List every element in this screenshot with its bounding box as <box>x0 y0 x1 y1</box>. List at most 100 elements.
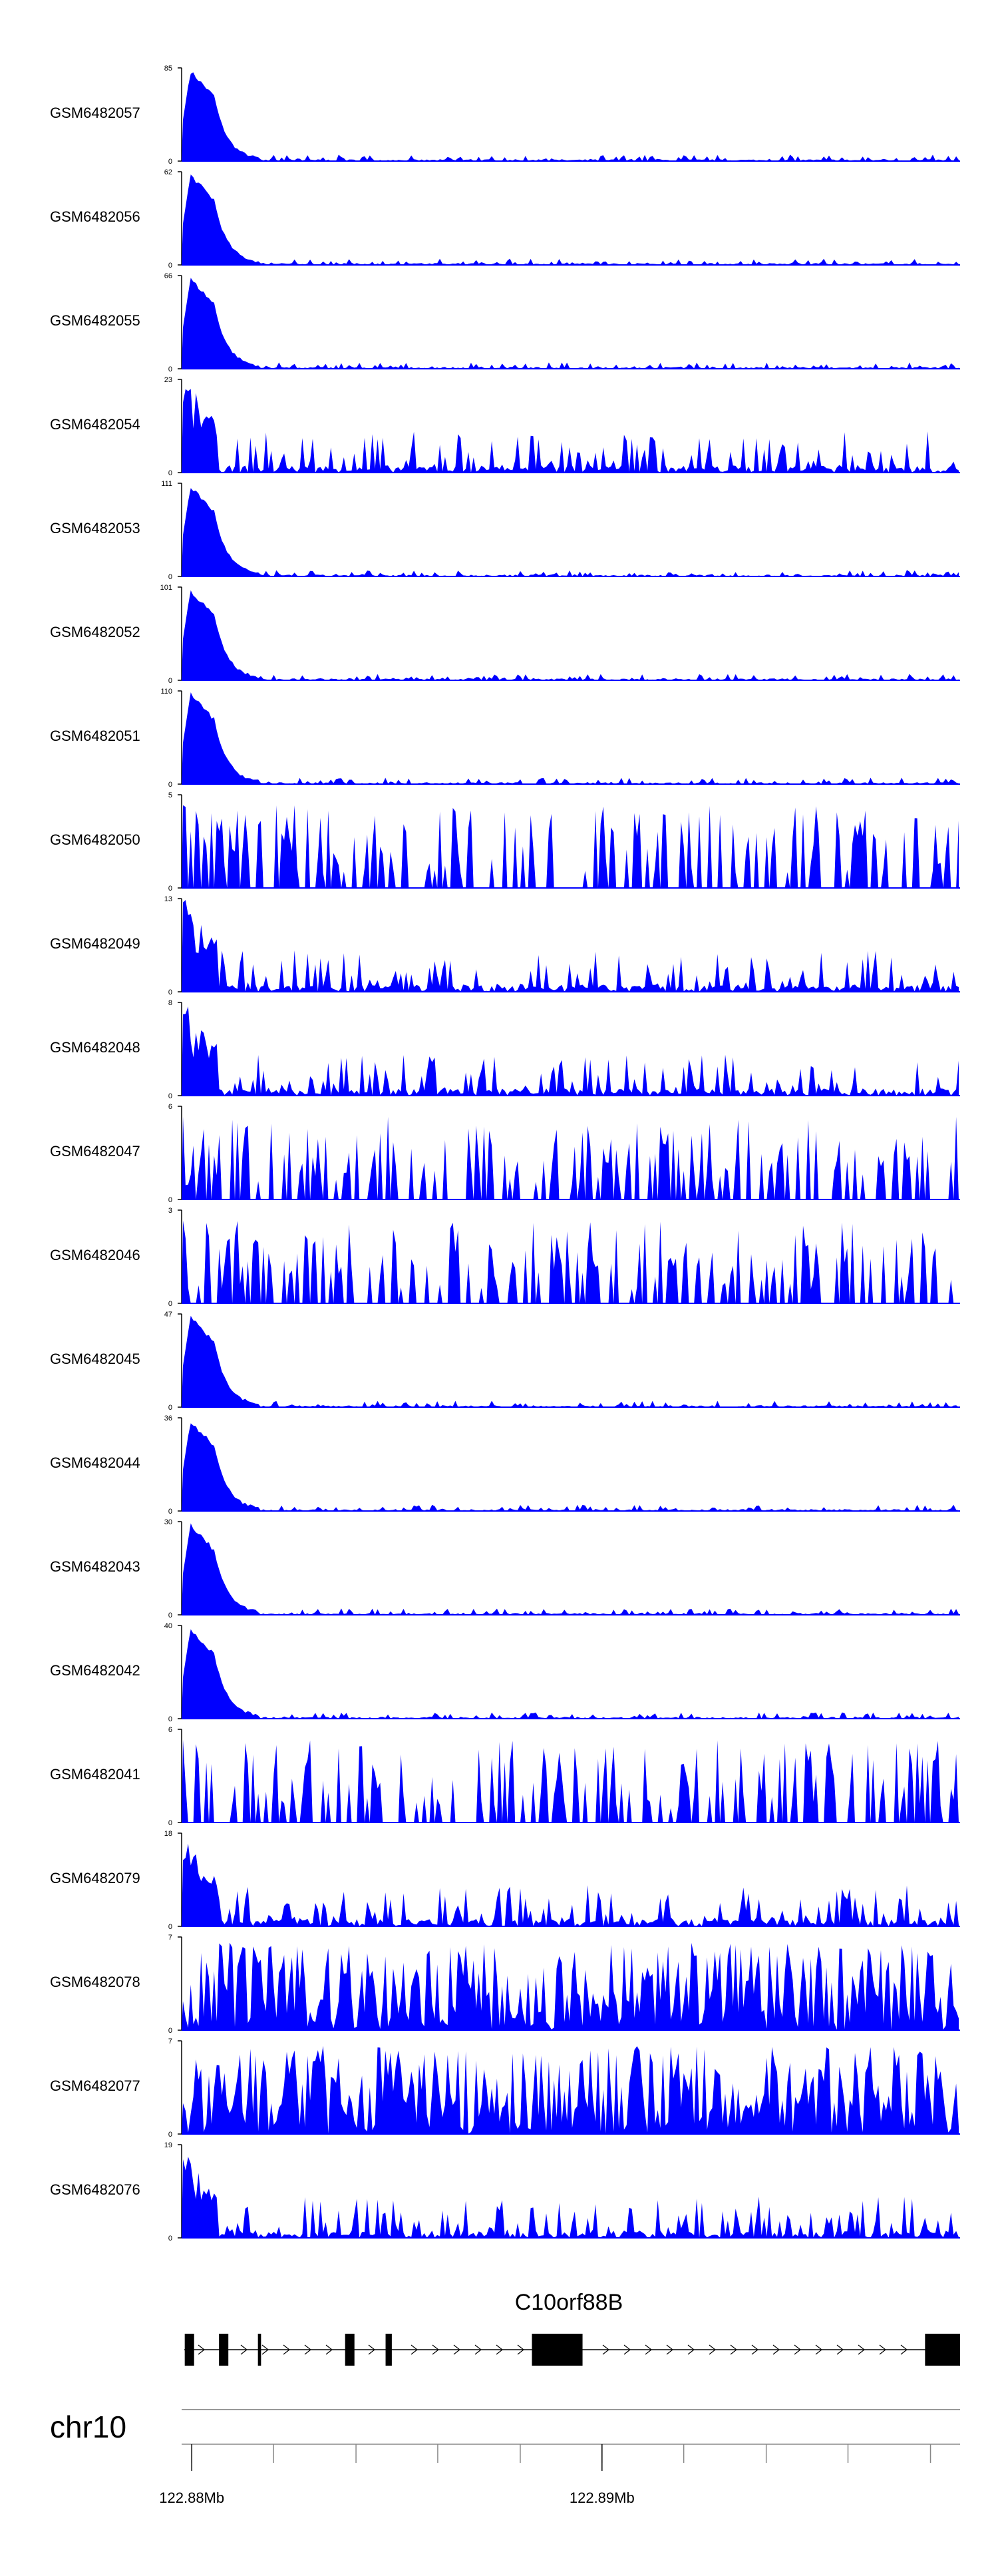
track-GSM6482052: GSM6482052 101 0 <box>50 584 960 685</box>
y-min-label: 0 <box>168 1404 172 1412</box>
exon <box>925 2334 960 2366</box>
y-max-label: 85 <box>164 65 172 73</box>
track-label: GSM6482042 <box>50 1662 140 1679</box>
y-max-label: 7 <box>168 2038 172 2045</box>
track-GSM6482078: GSM6482078 7 0 <box>50 1934 960 2035</box>
signal-area <box>182 1315 959 1407</box>
strand-arrow <box>517 2344 524 2355</box>
y-min-label: 0 <box>168 1196 172 1204</box>
axis-tick-label: 122.89Mb <box>570 2489 635 2506</box>
signal-tracks: GSM6482057850GSM6482056620GSM6482055660G… <box>50 65 960 2243</box>
strand-arrow <box>368 2344 375 2355</box>
track-GSM6482045: GSM6482045 47 0 <box>50 1311 960 1412</box>
strand-arrow <box>836 2344 844 2355</box>
y-min-label: 0 <box>168 1923 172 1931</box>
signal-area <box>182 2045 959 2134</box>
y-max-label: 23 <box>164 376 172 384</box>
track-GSM6482047: GSM6482047 6 0 <box>50 1103 960 1204</box>
signal-area <box>182 72 959 161</box>
strand-arrow <box>474 2344 482 2355</box>
track-GSM6482079: GSM6482079 18 0 <box>50 1830 960 1931</box>
y-min-label: 0 <box>168 1611 172 1619</box>
track-GSM6482057: GSM6482057 85 0 <box>50 65 960 166</box>
y-max-label: 47 <box>164 1311 172 1319</box>
exon <box>184 2334 194 2366</box>
track-label: GSM6482048 <box>50 1039 140 1056</box>
signal-area <box>182 1423 959 1511</box>
track-GSM6482077: GSM6482077 7 0 <box>50 2038 960 2139</box>
y-min-label: 0 <box>168 365 172 373</box>
y-max-label: 7 <box>168 1934 172 1942</box>
signal-area <box>182 1629 959 1719</box>
track-label: GSM6482076 <box>50 2181 140 2198</box>
track-label: GSM6482053 <box>50 520 140 537</box>
track-GSM6482076: GSM6482076 19 0 <box>50 2141 960 2243</box>
y-min-label: 0 <box>168 573 172 581</box>
y-max-label: 5 <box>168 791 172 799</box>
y-min-label: 0 <box>168 1300 172 1308</box>
y-min-label: 0 <box>168 781 172 789</box>
y-min-label: 0 <box>168 988 172 996</box>
strand-arrow <box>666 2344 673 2355</box>
y-max-label: 6 <box>168 1726 172 1734</box>
y-max-label: 66 <box>164 272 172 280</box>
y-max-label: 101 <box>160 584 172 592</box>
gene-name-label: C10orf88B <box>515 2290 623 2315</box>
y-max-label: 110 <box>160 688 172 696</box>
exon <box>532 2334 583 2366</box>
axis-tick-label: 122.88Mb <box>159 2489 224 2506</box>
track-label: GSM6482045 <box>50 1351 140 1367</box>
y-min-label: 0 <box>168 1819 172 1827</box>
y-min-label: 0 <box>168 2235 172 2243</box>
track-label: GSM6482054 <box>50 416 140 433</box>
strand-arrow <box>240 2344 248 2355</box>
track-label: GSM6482043 <box>50 1558 140 1575</box>
strand-arrow <box>283 2344 290 2355</box>
strand-arrow <box>198 2344 205 2355</box>
track-label: GSM6482052 <box>50 624 140 640</box>
strand-arrow <box>772 2344 780 2355</box>
y-min-label: 0 <box>168 677 172 685</box>
signal-area <box>182 174 959 265</box>
track-label: GSM6482077 <box>50 2077 140 2094</box>
signal-area <box>182 1220 959 1303</box>
track-GSM6482051: GSM6482051 110 0 <box>50 688 960 789</box>
y-min-label: 0 <box>168 2027 172 2035</box>
y-min-label: 0 <box>168 262 172 270</box>
strand-arrow <box>645 2344 652 2355</box>
signal-area <box>182 1006 959 1096</box>
y-min-label: 0 <box>168 1715 172 1723</box>
y-max-label: 13 <box>164 895 172 903</box>
strand-arrow <box>815 2344 822 2355</box>
track-GSM6482053: GSM6482053 111 0 <box>50 480 960 581</box>
signal-area <box>182 1843 959 1926</box>
signal-area <box>182 1942 959 2030</box>
y-max-label: 40 <box>164 1622 172 1630</box>
strand-arrow <box>496 2344 503 2355</box>
track-label: GSM6482055 <box>50 312 140 329</box>
strand-arrow <box>751 2344 758 2355</box>
signal-area <box>182 278 959 369</box>
track-GSM6482046: GSM6482046 3 0 <box>50 1207 960 1308</box>
track-label: GSM6482079 <box>50 1870 140 1886</box>
signal-area <box>182 590 959 680</box>
y-min-label: 0 <box>168 1092 172 1100</box>
signal-area <box>182 2157 959 2238</box>
y-max-label: 62 <box>164 168 172 176</box>
strand-arrow <box>325 2344 333 2355</box>
strand-arrow <box>411 2344 418 2355</box>
y-max-label: 36 <box>164 1414 172 1422</box>
y-min-label: 0 <box>168 2131 172 2139</box>
strand-arrow <box>858 2344 865 2355</box>
exon <box>219 2334 229 2366</box>
track-GSM6482048: GSM6482048 8 0 <box>50 999 960 1100</box>
signal-area <box>182 1116 959 1199</box>
signal-area <box>182 1739 959 1823</box>
exon <box>257 2334 261 2366</box>
y-max-label: 19 <box>164 2141 172 2149</box>
track-label: GSM6482051 <box>50 728 140 744</box>
signal-area <box>182 900 959 992</box>
track-label: GSM6482057 <box>50 105 140 121</box>
strand-arrow <box>709 2344 716 2355</box>
strand-arrow <box>900 2344 908 2355</box>
